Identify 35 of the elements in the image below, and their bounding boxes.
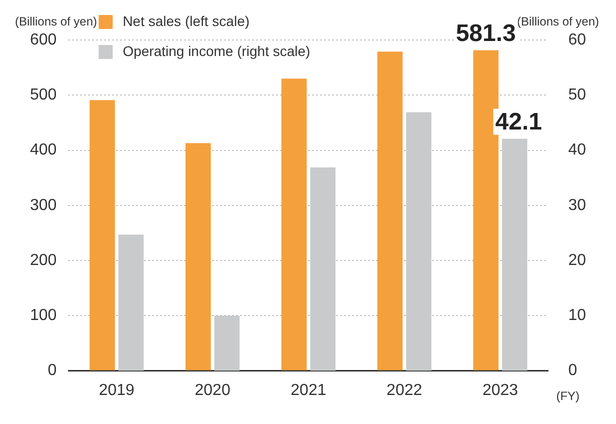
y2-tick-label: 50: [568, 86, 586, 104]
bar: [281, 78, 307, 370]
y2-tick-label: 30: [568, 196, 586, 214]
y-axis-title: (Billions of yen): [14, 14, 98, 28]
y-tick-label: 0: [48, 362, 57, 380]
x-tick-label: 2020: [194, 382, 230, 399]
bar: [214, 316, 240, 371]
y-tick-label: 300: [30, 196, 57, 214]
x-tick-label: 2022: [386, 382, 422, 399]
x-axis-title: (FY): [556, 389, 580, 404]
x-tick-label: 2023: [482, 382, 518, 399]
y-tick-label: 400: [30, 142, 57, 159]
data-label: 581.3: [456, 20, 516, 47]
x-tick-label: 2019: [98, 382, 135, 399]
y2-axis-title: (Billions of yen): [516, 14, 600, 28]
y-tick-label: 100: [30, 307, 57, 324]
bar: [90, 100, 115, 370]
bar: [310, 167, 336, 371]
y2-tick-label: 40: [568, 142, 586, 159]
y2-tick-label: 0: [568, 362, 578, 380]
bar: [377, 52, 403, 370]
y2-tick-label: 60: [568, 31, 586, 48]
bar: [186, 143, 211, 370]
y-tick-label: 500: [30, 86, 57, 104]
y2-tick-label: 20: [568, 252, 586, 269]
y2-tick-label: 10: [568, 307, 586, 324]
legend-label: Net sales (left scale): [122, 12, 250, 29]
y-tick-label: 200: [30, 252, 57, 269]
y-tick-label: 600: [30, 31, 57, 48]
legend-label: Operating income (right scale): [122, 42, 310, 59]
data-label: 42.1: [495, 108, 542, 136]
bar: [406, 112, 432, 371]
bar: [502, 138, 528, 371]
bar: [118, 234, 144, 371]
x-tick-label: 2021: [290, 382, 326, 399]
